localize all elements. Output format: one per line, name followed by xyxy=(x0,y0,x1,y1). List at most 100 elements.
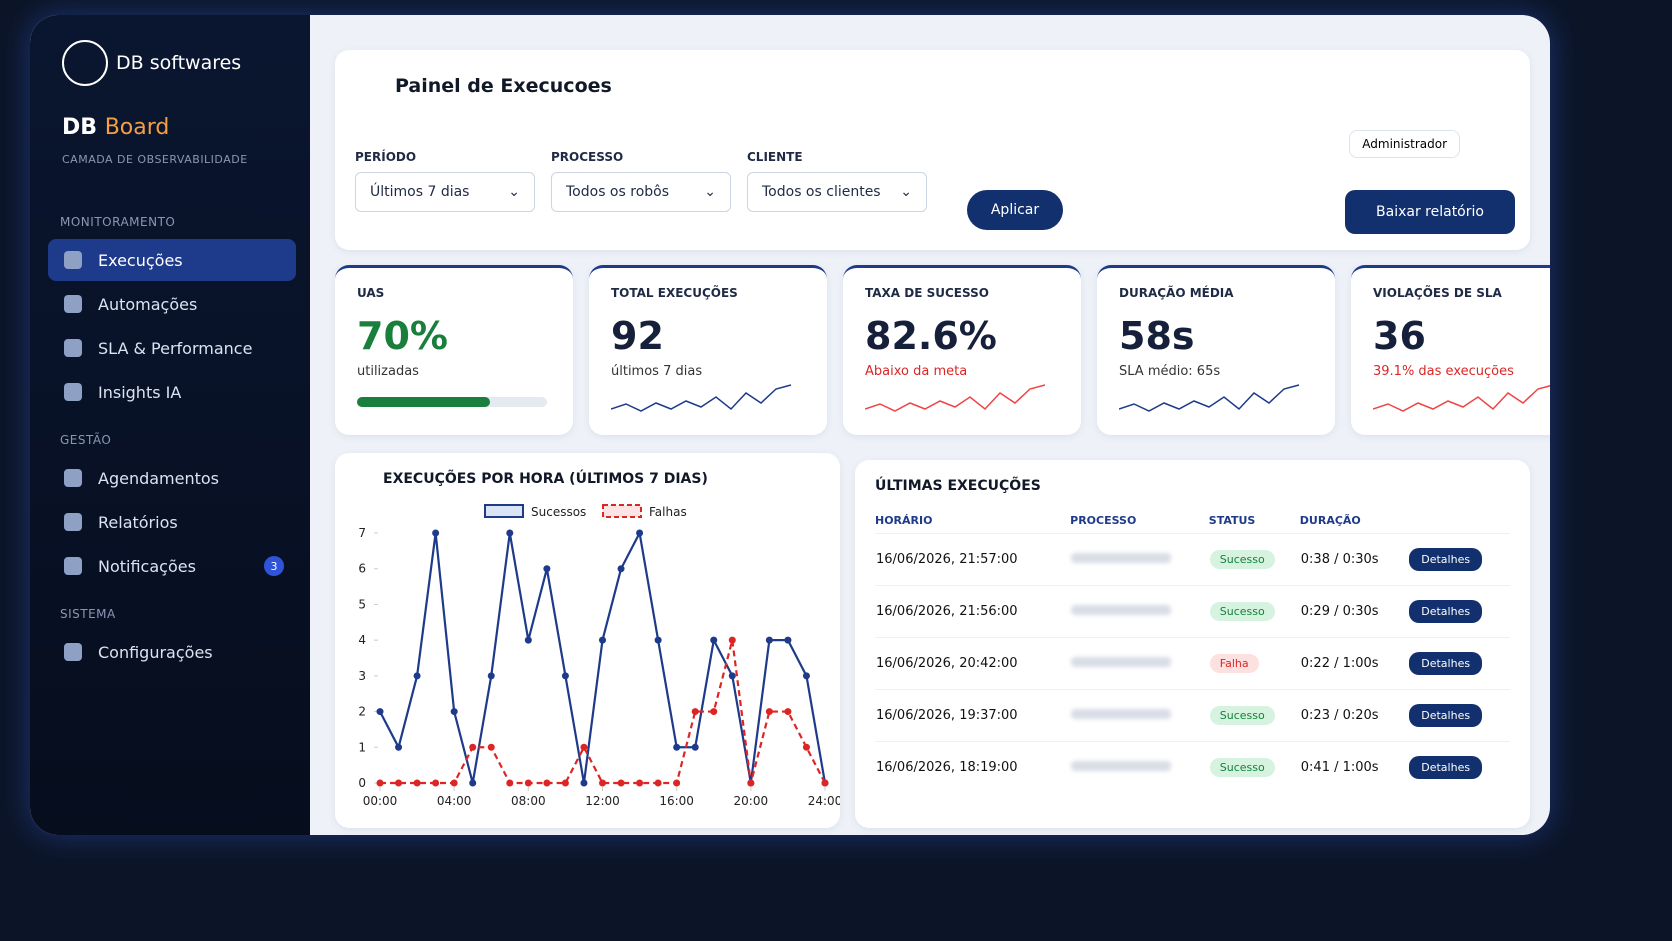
table-row: 16/06/2026, 21:57:00 Sucesso 0:38 / 0:30s D… xyxy=(875,533,1510,586)
app-window: DB softwares DB Board CAMADA DE OBSERVAB… xyxy=(30,15,1550,835)
chevron: ⌄ xyxy=(900,184,912,200)
filter-label: PERÍODO xyxy=(355,150,417,164)
point xyxy=(710,636,718,644)
sparkline xyxy=(1372,385,1550,412)
nav-label: Automações xyxy=(98,294,198,314)
cell-duration: 0:23 / 0:20s xyxy=(1299,689,1409,742)
progress-track xyxy=(357,397,547,407)
cell-action: Detalhes xyxy=(1408,637,1510,690)
nav-item[interactable]: SLA & Performance xyxy=(48,327,296,369)
filter: PROCESSO Todos os robôs ⌄ xyxy=(551,150,731,212)
point xyxy=(599,636,606,644)
chevron: ⌄ xyxy=(508,184,520,200)
table-row: 16/06/2026, 18:19:00 Sucesso 0:41 / 1:00s D… xyxy=(875,741,1510,794)
point xyxy=(450,708,458,716)
point xyxy=(617,565,625,573)
table-row: 16/06/2026, 21:56:00 Sucesso 0:29 / 0:30s D… xyxy=(875,585,1510,638)
point xyxy=(395,743,403,751)
nav-item[interactable]: Automações xyxy=(48,283,296,325)
point xyxy=(543,779,551,787)
cell-time: 16/06/2026, 18:19:00 xyxy=(875,741,1071,794)
nav-item[interactable]: Agendamentos xyxy=(48,457,296,499)
point xyxy=(469,779,477,787)
apply-button[interactable]: Aplicar xyxy=(967,190,1063,230)
nav-item[interactable]: Relatórios xyxy=(48,501,296,543)
filter-select[interactable]: Últimos 7 dias ⌄ xyxy=(355,172,535,212)
point xyxy=(747,779,755,787)
x-tick-label: 16:00 xyxy=(659,794,694,808)
main: Painel de Execucoes Administrador PERÍOD… xyxy=(310,15,1550,835)
x-tick-label: 04:00 xyxy=(437,794,472,808)
kpi-value: 92 xyxy=(611,314,664,358)
point xyxy=(580,779,588,787)
nav-section: MONITORAMENTO xyxy=(60,215,176,229)
sparkline xyxy=(610,384,792,412)
column-header: PROCESSO xyxy=(1070,514,1137,527)
y-tick-label: 3 xyxy=(358,669,366,683)
x-tick-label: 00:00 xyxy=(363,794,398,808)
details-button[interactable]: Detalhes xyxy=(1409,652,1483,675)
nav-label: Configurações xyxy=(98,642,213,662)
point xyxy=(654,636,662,644)
nav-label: Notificações xyxy=(98,556,196,576)
point xyxy=(802,743,810,751)
nav-item[interactable]: Insights IA xyxy=(48,371,296,413)
nav-label: Insights IA xyxy=(98,382,182,402)
filter-label: CLIENTE xyxy=(747,150,803,164)
app-name: DB Board xyxy=(62,115,169,140)
filter-select[interactable]: Todos os clientes ⌄ xyxy=(747,172,927,212)
y-tick-label: 6 xyxy=(358,562,366,576)
tagline: CAMADA DE OBSERVABILIDADE xyxy=(62,153,248,166)
table-title: ÚLTIMAS EXECUÇÕES xyxy=(875,478,1041,494)
nav-label: Relatórios xyxy=(98,512,178,532)
role[interactable]: Administrador xyxy=(1349,130,1460,158)
y-tick-label: 7 xyxy=(358,526,366,540)
nav-item[interactable]: Configurações xyxy=(48,631,296,673)
status-pill: Falha xyxy=(1209,654,1259,673)
cell-time: 16/06/2026, 21:56:00 xyxy=(875,585,1071,638)
cell-status: Sucesso xyxy=(1208,533,1300,586)
filter-value: Todos os robôs xyxy=(566,184,670,200)
nav-section: GESTÃO xyxy=(60,433,112,447)
y-tick-label: 5 xyxy=(358,597,366,611)
chart-card: EXECUÇÕES POR HORA (ÚLTIMOS 7 DIAS) 0 1 2 3 4… xyxy=(335,453,842,828)
cell-status: Sucesso xyxy=(1208,689,1300,742)
kpi-note: Abaixo da meta xyxy=(865,364,968,379)
nav-item[interactable]: Execuções xyxy=(48,239,296,281)
cell-time: 16/06/2026, 19:37:00 xyxy=(875,689,1071,742)
download-button[interactable]: Baixar relatório xyxy=(1345,190,1515,234)
details-button[interactable]: Detalhes xyxy=(1409,704,1483,727)
table-row: 16/06/2026, 19:37:00 Sucesso 0:23 / 0:20s D… xyxy=(875,689,1510,742)
cell-duration: 0:41 / 1:00s xyxy=(1299,741,1409,794)
status-pill: Sucesso xyxy=(1209,758,1275,778)
cell-status: Falha xyxy=(1208,637,1300,690)
progress-bar xyxy=(357,397,490,407)
y-tick-label: 2 xyxy=(358,705,366,719)
nav-item[interactable]: Notificações 3 xyxy=(48,545,296,587)
details-button[interactable]: Detalhes xyxy=(1409,756,1483,780)
chevron: ⌄ xyxy=(704,184,716,200)
kpi-value: 58s xyxy=(1119,314,1195,358)
point xyxy=(469,743,477,751)
kpi-card: UAS 70% utilizadas xyxy=(335,265,573,435)
sparkline xyxy=(864,384,1046,412)
details-button[interactable]: Detalhes xyxy=(1409,548,1483,571)
nav: MONITORAMENTO Execuções Automações SLA & Pe… xyxy=(48,195,296,675)
kpi-value: 82.6% xyxy=(865,314,997,358)
legend-swatch xyxy=(484,504,524,518)
details-button[interactable]: Detalhes xyxy=(1409,600,1483,623)
series-line xyxy=(379,529,827,784)
kpi-value: 36 xyxy=(1373,314,1426,358)
cell-action: Detalhes xyxy=(1408,741,1510,794)
point xyxy=(654,779,662,787)
point xyxy=(765,636,773,644)
filter-select[interactable]: Todos os robôs ⌄ xyxy=(551,172,731,212)
point xyxy=(524,779,532,787)
point xyxy=(413,779,421,787)
filter: PERÍODO Últimos 7 dias ⌄ xyxy=(355,150,535,212)
cell-action: Detalhes xyxy=(1408,533,1510,586)
cell-duration: 0:22 / 1:00s xyxy=(1299,637,1409,690)
point xyxy=(691,743,699,751)
point xyxy=(636,529,644,537)
point xyxy=(599,779,606,787)
